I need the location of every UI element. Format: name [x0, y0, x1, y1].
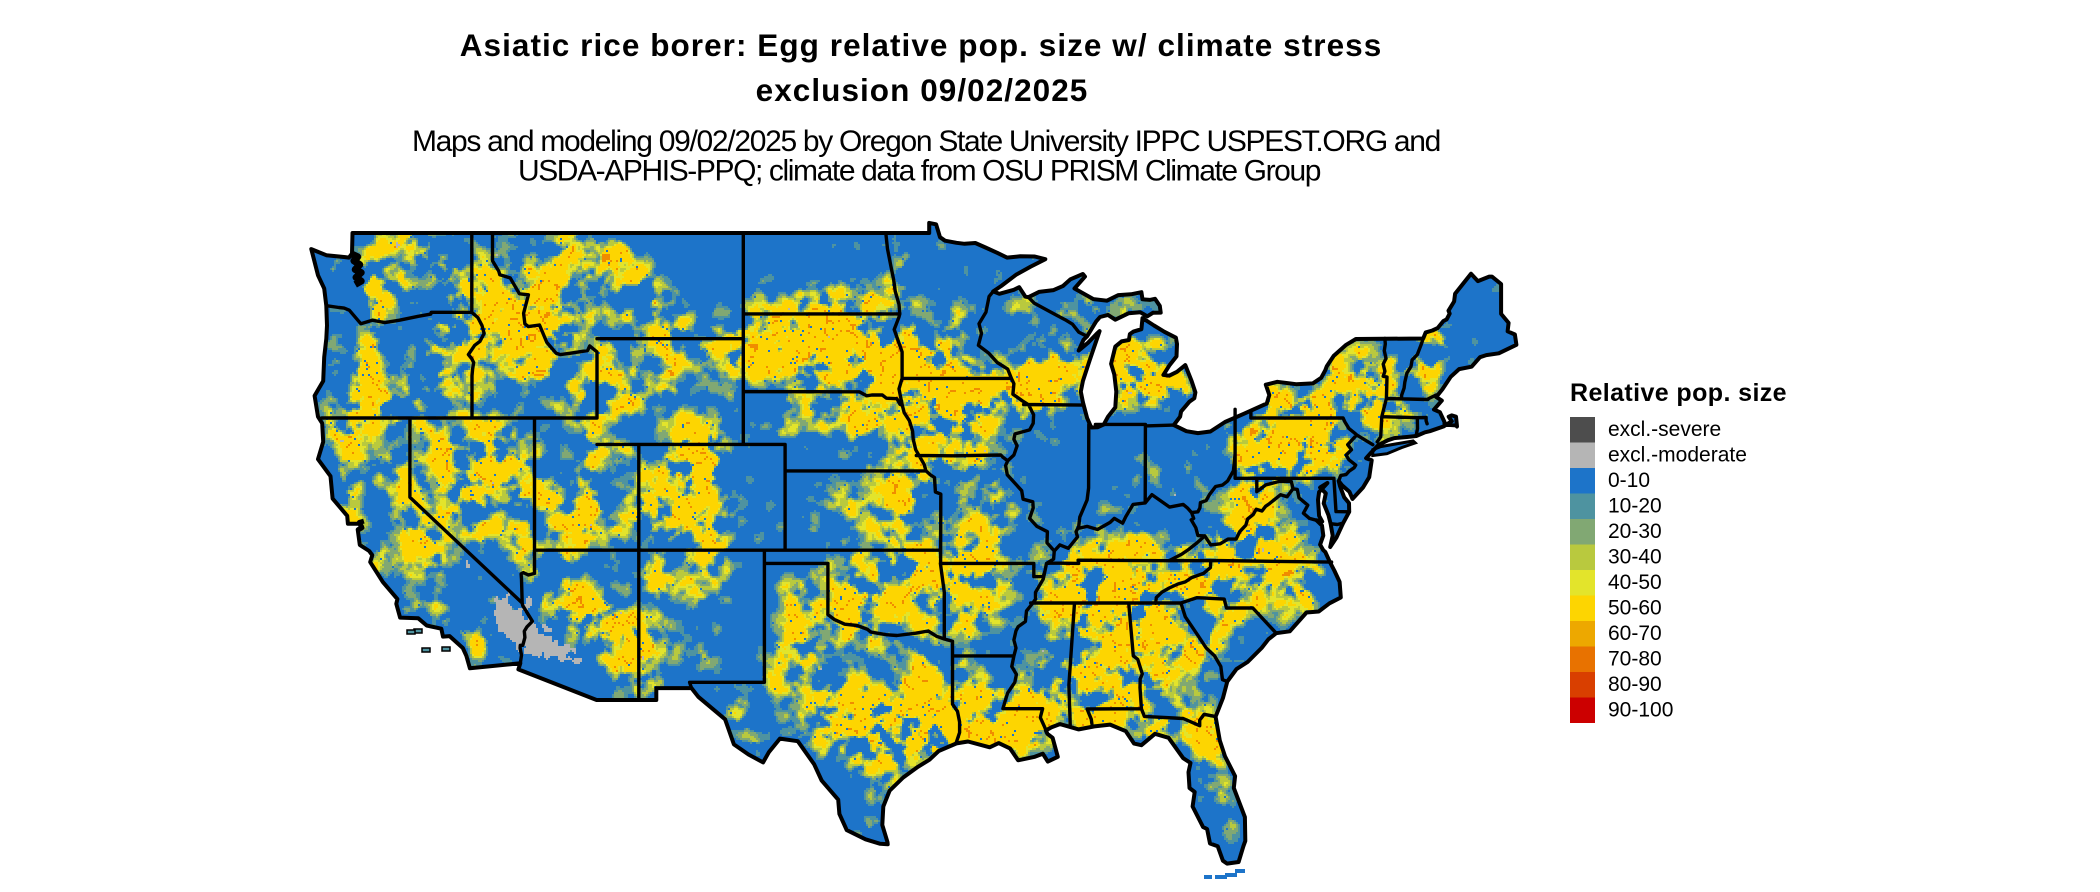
- svg-text:40-50: 40-50: [1608, 571, 1662, 594]
- svg-text:80-90: 80-90: [1608, 673, 1662, 696]
- svg-text:20-30: 20-30: [1608, 520, 1662, 543]
- svg-text:exclusion 09/02/2025: exclusion 09/02/2025: [756, 72, 1089, 108]
- svg-text:excl.-severe: excl.-severe: [1608, 418, 1721, 441]
- svg-text:90-100: 90-100: [1608, 699, 1673, 722]
- svg-text:Asiatic rice borer: Egg relati: Asiatic rice borer: Egg relative pop. si…: [460, 27, 1383, 63]
- svg-text:0-10: 0-10: [1608, 469, 1650, 492]
- svg-text:30-40: 30-40: [1608, 546, 1662, 569]
- svg-text:50-60: 50-60: [1608, 597, 1662, 620]
- svg-text:60-70: 60-70: [1608, 622, 1662, 645]
- svg-text:Relative pop. size: Relative pop. size: [1570, 379, 1787, 407]
- svg-text:10-20: 10-20: [1608, 495, 1662, 518]
- svg-text:Maps and modeling 09/02/2025 b: Maps and modeling 09/02/2025 by Oregon S…: [412, 125, 1440, 158]
- svg-text:excl.-moderate: excl.-moderate: [1608, 444, 1747, 467]
- svg-text:USDA-APHIS-PPQ; climate data f: USDA-APHIS-PPQ; climate data from OSU PR…: [518, 155, 1321, 188]
- svg-text:70-80: 70-80: [1608, 648, 1662, 671]
